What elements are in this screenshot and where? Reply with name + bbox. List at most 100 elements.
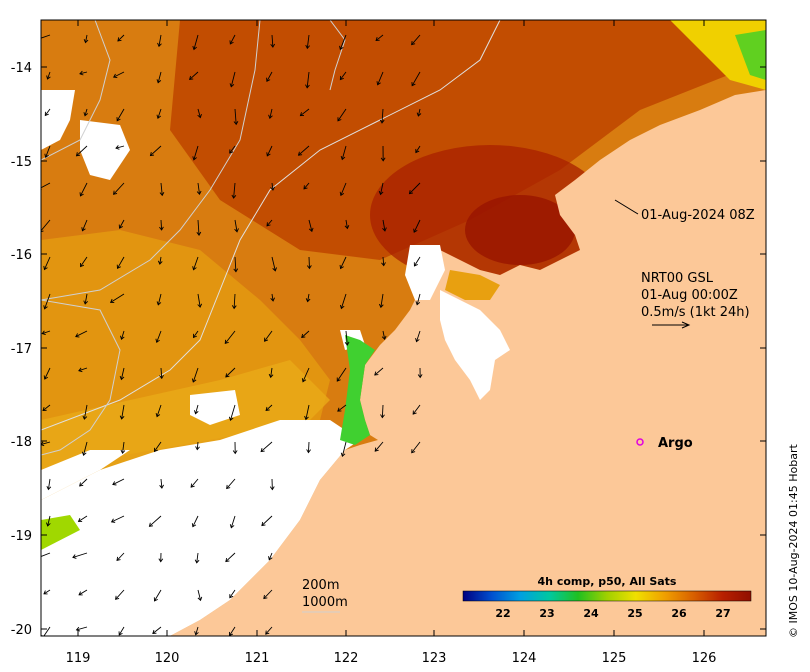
current-time-label: 01-Aug 00:00Z [641,288,738,303]
current-arrow-head [152,629,157,635]
current-arrow-head [380,157,386,162]
sst-warm-zone [170,20,766,260]
colorbar-tick: 23 [539,607,554,620]
cloud-nw [41,90,75,150]
current-arrow [381,108,384,123]
current-arrow-head [41,230,44,233]
current-arrow [41,219,51,232]
current-arrow [158,34,162,47]
current-arrow [43,589,51,595]
x-tick-label: 124 [512,651,537,666]
current-arrow-head [79,70,84,76]
sst-cool-zone [41,360,330,500]
current-arrow [303,182,310,190]
current-arrow-head [191,378,197,383]
current-arrow-head [228,416,234,422]
current-arrow-head [306,265,312,270]
current-arrow-head [75,152,81,157]
current-arrow [264,330,273,342]
y-tick-label: -18 [11,435,32,450]
current-arrow [41,34,51,39]
current-arrow-head [35,556,39,560]
current-arrow [415,145,421,153]
current-arrow [44,256,51,270]
current-arrow [382,330,386,340]
current-arrow [225,367,236,378]
current-arrow-head [192,266,197,271]
current-arrow-head [43,265,48,271]
current-arrow-head [72,554,77,559]
current-arrow [306,34,310,49]
current-arrow-head [413,228,418,233]
argo-marker [636,438,644,446]
current-arrow-head [159,484,164,489]
current-arrow [196,441,199,450]
current-arrow [234,219,238,232]
current-arrow-head [339,304,345,310]
x-tick-label: 120 [155,651,180,666]
current-arrow-head [159,374,164,380]
current-arrow [261,515,273,526]
current-arrow [192,367,199,383]
current-arrow-head [339,75,344,81]
contour-1000m-a [41,20,111,161]
current-arrow [302,367,310,382]
y-tick-label: -17 [11,342,32,357]
current-arrow [411,71,421,86]
x-tick-label: 125 [602,651,627,666]
current-arrow [271,256,276,271]
current-scale-label: 0.5m/s (1kt 24h) [641,305,750,320]
current-arrow-head [197,596,203,602]
colorbar: 4h comp, p50, All Sats 22 23 24 25 26 27 [462,575,752,620]
current-arrow-head [225,373,230,378]
current-arrow-head [82,415,88,420]
current-arrow [44,367,51,380]
current-arrow-head [79,482,84,487]
current-arrow [83,441,88,456]
current-arrow-head [381,335,387,341]
colorbar-tick: 26 [671,607,687,620]
current-arrow-head [116,264,121,270]
credit-label: © IMOS 10-Aug-2024 01:45 Hobart [787,444,800,638]
current-arrow-head [308,227,314,233]
current-arrow [263,589,273,599]
current-arrow-head [43,375,49,380]
current-arrow-head [148,522,154,527]
current-arrow-head [408,190,414,195]
current-arrow-head [336,377,341,382]
current-arrow-head [196,231,202,236]
current-arrow-head [43,590,48,595]
current-arrow-head [192,156,197,161]
x-tick-labels: 119 120 121 122 123 124 125 126 [66,651,717,666]
current-arrow-head [229,83,235,88]
inlet-nodata [440,290,510,400]
current-arrow [412,404,421,415]
cloud-nw2 [80,120,130,180]
current-arrow [159,256,162,265]
current-arrow-head [120,335,125,341]
current-arrow-head [301,333,306,339]
colorbar-tick: 24 [583,607,599,620]
current-arrow-head [189,75,194,81]
cloud-south [41,420,360,636]
current-arrow [409,182,421,195]
current-arrow [377,71,384,85]
current-arrow [78,515,88,522]
current-arrow [233,293,236,309]
current-arrow-head [79,192,84,197]
current-arrow-head [157,260,163,265]
current-arrow-head [35,37,38,41]
current-arrow-head [233,268,239,273]
current-arrow-head [77,518,83,522]
cloud-mid [190,390,240,425]
current-arrow-head [229,524,235,529]
contour-1000m-c [41,299,121,456]
current-arrow [80,256,88,267]
current-arrow [112,478,125,485]
current-arrow-head [190,483,195,488]
plot-area [35,20,766,636]
current-arrow-head [340,452,346,457]
current-arrow-head [411,41,416,46]
current-arrow-head [337,117,342,122]
current-arrow-head [264,337,269,342]
